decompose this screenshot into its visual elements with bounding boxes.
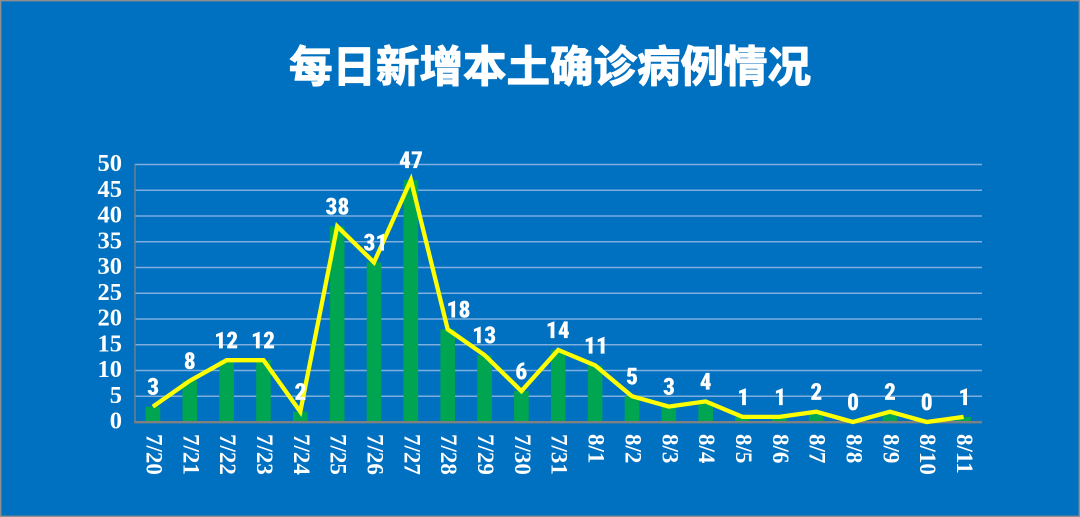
svg-text:8/5: 8/5: [731, 434, 756, 463]
svg-text:7/30: 7/30: [510, 434, 535, 475]
svg-text:8/1: 8/1: [584, 434, 609, 463]
svg-text:7/23: 7/23: [252, 434, 277, 475]
svg-text:7/31: 7/31: [547, 434, 572, 475]
svg-text:8/7: 8/7: [805, 434, 830, 463]
svg-text:10: 10: [98, 356, 123, 383]
svg-text:8/9: 8/9: [878, 434, 903, 463]
svg-text:7/24: 7/24: [289, 434, 314, 475]
svg-text:25: 25: [98, 279, 123, 306]
svg-text:20: 20: [98, 305, 123, 332]
svg-text:8/4: 8/4: [694, 434, 719, 464]
svg-text:15: 15: [98, 330, 123, 357]
svg-text:7/26: 7/26: [363, 434, 388, 475]
svg-text:5: 5: [110, 382, 122, 409]
svg-text:8/2: 8/2: [620, 434, 645, 463]
svg-text:40: 40: [98, 202, 123, 229]
svg-text:35: 35: [98, 227, 123, 254]
svg-text:50: 50: [98, 150, 123, 177]
svg-text:8/11: 8/11: [952, 434, 977, 474]
svg-text:7/22: 7/22: [215, 434, 240, 475]
svg-text:7/28: 7/28: [436, 434, 461, 475]
svg-text:45: 45: [98, 176, 123, 203]
svg-text:7/27: 7/27: [399, 434, 424, 475]
svg-text:30: 30: [98, 253, 123, 280]
svg-text:8/6: 8/6: [768, 434, 793, 463]
svg-text:8/10: 8/10: [915, 434, 940, 475]
svg-text:7/25: 7/25: [326, 434, 351, 475]
svg-text:7/20: 7/20: [141, 434, 166, 475]
svg-text:8/8: 8/8: [842, 434, 867, 463]
svg-text:8/3: 8/3: [657, 434, 682, 463]
svg-text:7/21: 7/21: [178, 434, 203, 475]
svg-text:7/29: 7/29: [473, 434, 498, 475]
svg-text:0: 0: [110, 408, 122, 435]
